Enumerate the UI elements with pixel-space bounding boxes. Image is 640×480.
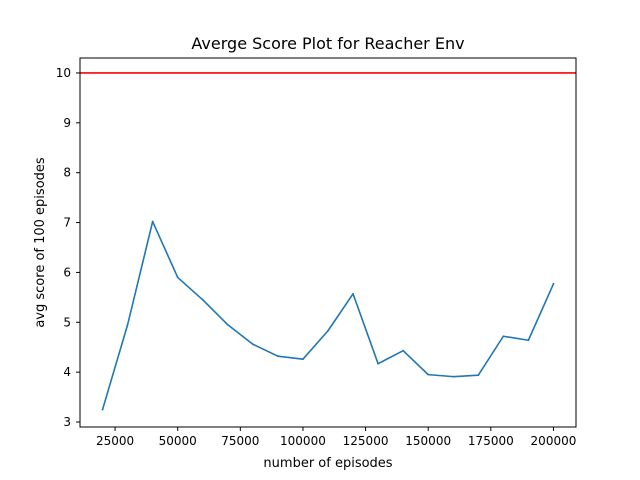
ticks-layer: 25000 50000 75000 100000 125000 150000 175000 2… [56, 66, 577, 448]
x-axis-label: number of episodes [263, 456, 392, 471]
data-point [226, 323, 229, 326]
chart-title: Averge Score Plot for Reacher Env [191, 34, 464, 53]
data-point [201, 298, 204, 301]
y-tick-label: 7 [63, 216, 71, 230]
data-point [552, 282, 555, 285]
x-tick-label: 125000 [343, 434, 389, 448]
data-point [502, 335, 505, 338]
y-tick-label: 6 [63, 265, 71, 279]
x-tick-label: 200000 [531, 434, 577, 448]
data-point [151, 220, 154, 223]
plot-frame [79, 57, 577, 428]
series-layer [80, 72, 576, 411]
x-tick-label: 175000 [468, 434, 514, 448]
data-point [377, 362, 380, 365]
data-point [327, 329, 329, 332]
x-tick-label: 100000 [280, 434, 326, 448]
x-tick-label: 150000 [405, 434, 451, 448]
data-point [452, 375, 455, 378]
y-tick-label: 5 [63, 315, 71, 329]
y-tick-label: 3 [63, 415, 71, 429]
data-point [126, 323, 129, 326]
x-tick-label: 50000 [159, 434, 197, 448]
data-point [176, 276, 179, 279]
y-tick-label: 4 [63, 365, 71, 379]
data-point [402, 349, 405, 352]
data-point [352, 292, 354, 295]
y-tick-label: 8 [63, 166, 71, 180]
y-axis-label: avg score of 100 episodes [33, 157, 48, 328]
y-tick-label: 9 [63, 116, 71, 130]
x-tick-label: 25000 [96, 434, 134, 448]
x-tick-label: 75000 [221, 434, 259, 448]
data-point [251, 343, 254, 346]
y-tick-label: 10 [56, 66, 71, 80]
data-point [276, 355, 279, 358]
data-point [427, 373, 430, 376]
data-point [101, 408, 104, 411]
data-point [477, 374, 480, 377]
data-point [302, 358, 304, 361]
data-point [527, 339, 530, 342]
